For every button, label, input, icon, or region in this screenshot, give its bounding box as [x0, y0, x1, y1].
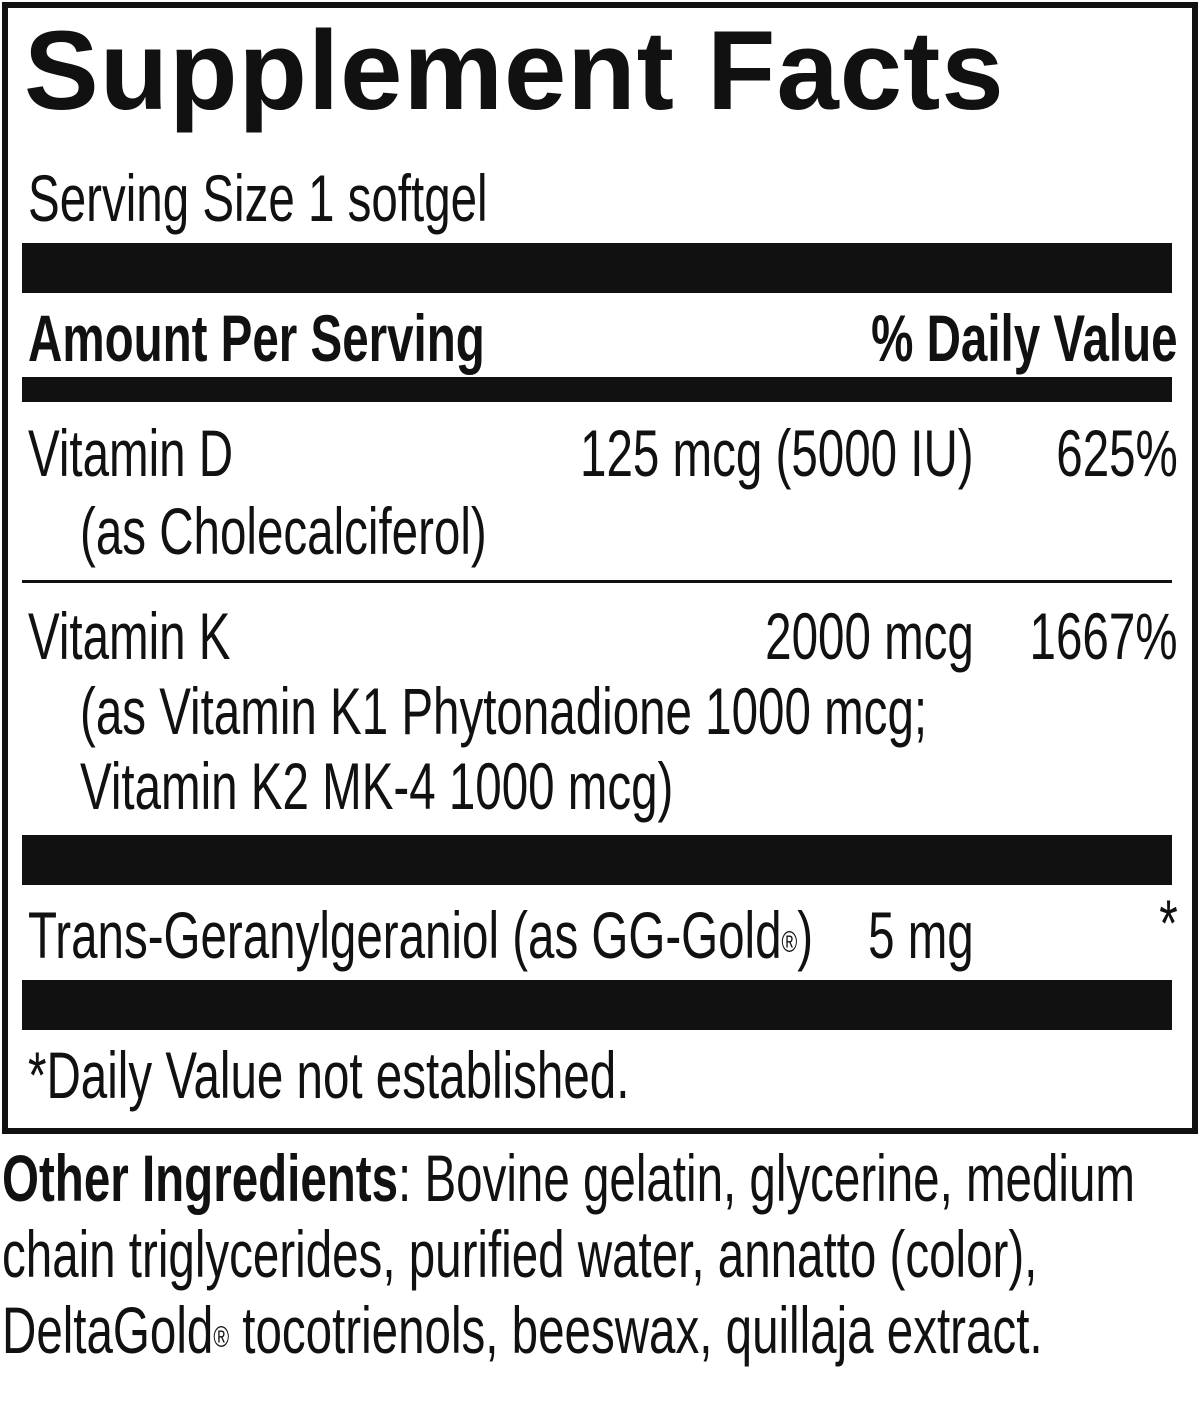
nutrient-source: Vitamin K2 MK-4 1000 mcg): [80, 749, 674, 823]
other-ingredients-line: DeltaGold® tocotrienols, beeswax, quilla…: [2, 1293, 1043, 1367]
nutrient-dv: 1667%: [1030, 599, 1178, 673]
nutrient-amount: 5 mg: [868, 898, 974, 972]
other-ingredients: Other Ingredients: Bovine gelatin, glyce…: [2, 1140, 1200, 1368]
serving-size: Serving Size 1 softgel: [28, 161, 488, 235]
nutrient-amount: 2000 mcg: [765, 599, 974, 673]
medium-divider: [22, 377, 1172, 402]
nutrient-amount: 125 mcg (5000 IU): [580, 416, 974, 490]
daily-value-header: % Daily Value: [871, 301, 1178, 375]
thick-divider: [22, 835, 1172, 885]
thick-divider: [22, 980, 1172, 1030]
footnote: *Daily Value not established.: [28, 1038, 630, 1112]
panel-title: Supplement Facts: [24, 8, 1005, 133]
other-ingredients-line: chain triglycerides, purified water, ann…: [2, 1217, 1038, 1291]
nutrient-name: Trans-Geranylgeraniol (as GG-Gold®): [28, 898, 814, 972]
nutrient-source: (as Vitamin K1 Phytonadione 1000 mcg;: [80, 674, 928, 748]
nutrient-name: Vitamin D: [28, 416, 234, 490]
supplement-facts-panel: [2, 2, 1198, 1134]
nutrient-dv: 625%: [1056, 416, 1178, 490]
thin-divider: [22, 580, 1172, 583]
nutrient-dv: *: [1159, 886, 1178, 960]
other-ingredients-line: : Bovine gelatin, glycerine, medium: [398, 1141, 1135, 1215]
nutrient-source: (as Cholecalciferol): [80, 494, 487, 568]
nutrient-name: Vitamin K: [28, 599, 231, 673]
other-ingredients-label: Other Ingredients: [2, 1141, 399, 1215]
amount-per-serving-header: Amount Per Serving: [28, 301, 485, 375]
thick-divider: [22, 243, 1172, 293]
